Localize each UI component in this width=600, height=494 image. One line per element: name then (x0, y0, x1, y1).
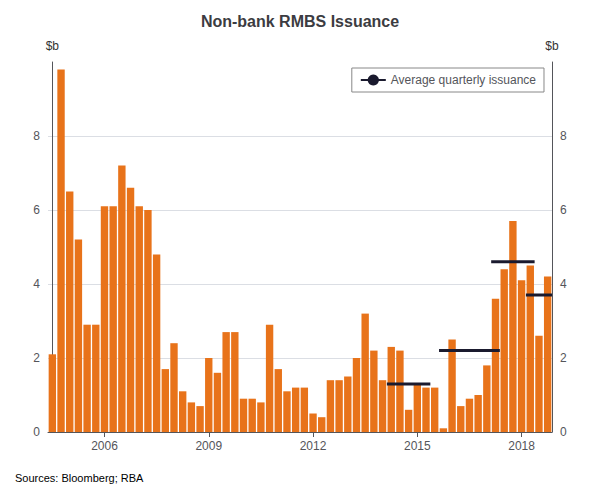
svg-text:Non-bank RMBS Issuance: Non-bank RMBS Issuance (201, 13, 399, 30)
svg-text:6: 6 (560, 203, 567, 217)
svg-text:2006: 2006 (91, 439, 118, 453)
svg-text:4: 4 (560, 277, 567, 291)
svg-text:0: 0 (33, 425, 40, 439)
svg-text:2018: 2018 (508, 439, 535, 453)
svg-text:4: 4 (33, 277, 40, 291)
svg-text:2: 2 (33, 351, 40, 365)
svg-text:8: 8 (560, 129, 567, 143)
svg-text:2: 2 (560, 351, 567, 365)
svg-text:Sources: Bloomberg; RBA: Sources: Bloomberg; RBA (15, 472, 144, 484)
svg-text:2012: 2012 (300, 439, 327, 453)
svg-text:0: 0 (560, 425, 567, 439)
svg-text:$b: $b (46, 39, 60, 53)
svg-text:6: 6 (33, 203, 40, 217)
svg-text:2009: 2009 (195, 439, 222, 453)
svg-text:2015: 2015 (404, 439, 431, 453)
svg-text:$b: $b (545, 39, 559, 53)
svg-text:8: 8 (33, 129, 40, 143)
svg-text:Average quarterly issuance: Average quarterly issuance (391, 73, 537, 87)
